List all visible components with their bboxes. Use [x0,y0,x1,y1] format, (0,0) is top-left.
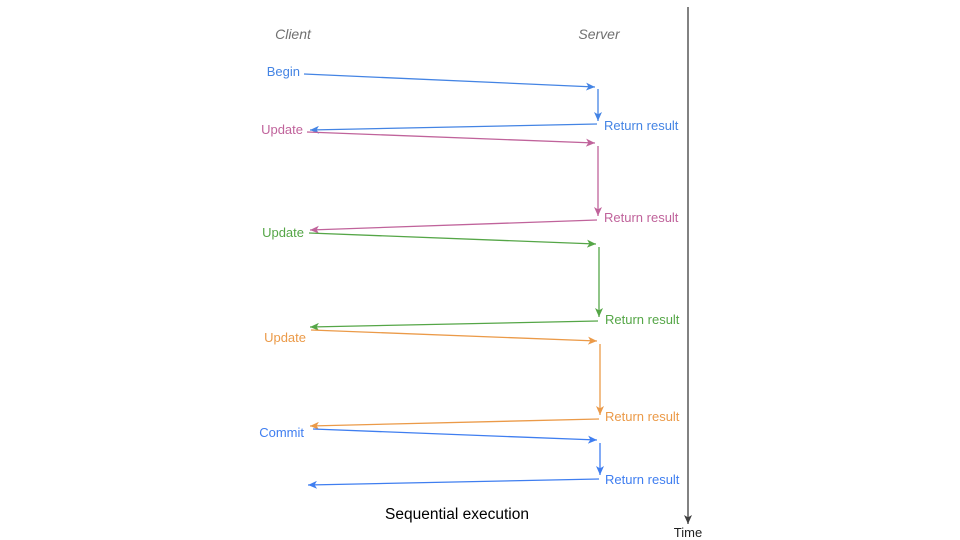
request-arrow [310,329,598,345]
return-result-label: Return result [605,312,680,327]
response-arrow [309,320,599,331]
request-arrow [312,428,598,444]
response-arrow [309,123,598,134]
return-result-label: Return result [605,409,680,424]
response-arrow [307,478,600,489]
return-result-label: Return result [605,472,680,487]
diagram-caption: Sequential execution [385,506,529,523]
request-arrow [308,232,597,248]
server-column-header: Server [578,26,620,42]
return-result-label: Return result [604,210,679,225]
request-arrow [306,131,596,147]
request-label: Update [262,225,304,240]
client-column-header: Client [275,26,311,42]
request-label: Update [264,330,306,345]
response-arrow [309,219,598,234]
request-label: Commit [259,425,304,440]
request-label: Begin [267,64,300,79]
response-arrow [309,418,600,430]
request-label: Update [261,122,303,137]
time-axis-label: Time [673,525,703,540]
return-result-label: Return result [604,118,679,133]
request-arrow [303,73,596,91]
